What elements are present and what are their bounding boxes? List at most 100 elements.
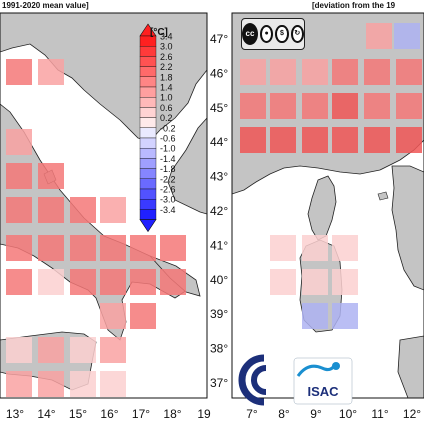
longitude-label: 16° <box>100 407 118 421</box>
colorbar-box <box>139 96 157 108</box>
colorbar-box <box>139 147 157 159</box>
latitude-labels: 47° 46° 45° 44° 43° 42° 41° 40° 39° 38° 37° <box>210 32 228 390</box>
anomaly-cell <box>38 163 64 189</box>
anomaly-cell <box>38 269 64 295</box>
latitude-label: 37° <box>210 376 228 390</box>
latitude-label: 40° <box>210 273 228 287</box>
anomaly-cell <box>100 269 126 295</box>
colorbar-boxes <box>139 23 157 233</box>
colorbar-unit: [°C] <box>150 27 168 38</box>
latitude-label: 47° <box>210 32 228 46</box>
colorbar: 3.43.02.62.21.81.41.00.60.2-0.2-0.6-1.0-… <box>139 23 176 233</box>
colorbar-tick-label: 3.4 <box>160 32 173 42</box>
colorbar-box <box>139 209 157 220</box>
left-anomaly-cells <box>6 59 186 397</box>
anomaly-cell <box>396 59 422 85</box>
colorbar-box <box>139 76 157 88</box>
anomaly-cell <box>6 371 32 397</box>
anomaly-cell <box>6 337 32 363</box>
right-land-tuscan-coast <box>391 165 424 291</box>
anomaly-cell <box>38 337 64 363</box>
anomaly-cell <box>302 59 328 85</box>
nc-icon: $ <box>275 25 289 43</box>
anomaly-cell <box>6 129 32 155</box>
colorbar-tick-label: -1.0 <box>160 144 176 154</box>
isac-wave-icon <box>296 364 336 377</box>
longitude-label: 12° <box>403 407 421 421</box>
colorbar-tick-label: -0.6 <box>160 134 176 144</box>
anomaly-cell <box>38 235 64 261</box>
colorbar-tick-label: -2.6 <box>160 185 176 195</box>
right-panel-title: [deviation from the 19 <box>312 1 396 10</box>
anomaly-cell <box>130 235 156 261</box>
latitude-label: 46° <box>210 66 228 80</box>
by-icon: ● <box>260 25 274 43</box>
colorbar-box <box>139 86 157 98</box>
anomaly-cell <box>364 127 390 153</box>
anomaly-cell <box>70 197 96 223</box>
anomaly-cell <box>332 269 358 295</box>
anomaly-cell <box>364 59 390 85</box>
anomaly-cell <box>100 235 126 261</box>
anomaly-cell <box>160 235 186 261</box>
cnr-isac-logo: ISAC <box>238 354 353 406</box>
anomaly-cell <box>332 93 358 119</box>
colorbar-box <box>139 178 157 190</box>
anomaly-cell <box>240 93 266 119</box>
anomaly-cell <box>302 235 328 261</box>
anomaly-cell <box>302 303 328 329</box>
colorbar-box <box>139 46 157 57</box>
left-map-panel: 13° 14° 15° 16° 17° 18° 19 <box>0 12 211 421</box>
longitude-label: 9° <box>310 407 322 421</box>
colorbar-tick-label: 1.4 <box>160 83 173 93</box>
right-lon-ticks: 7° 8° 9° 10° 11° 12° <box>246 407 421 421</box>
left-frame <box>0 12 208 399</box>
latitude-label: 44° <box>210 135 228 149</box>
anomaly-cell <box>70 337 96 363</box>
colorbar-tick-label: -1.8 <box>160 164 176 174</box>
colorbar-tick-label: 1.8 <box>160 72 173 82</box>
anomaly-cell <box>6 163 32 189</box>
anomaly-cell <box>302 127 328 153</box>
colorbar-tick-label: -0.2 <box>160 123 176 133</box>
anomaly-cell <box>270 235 296 261</box>
longitude-label: 11° <box>371 407 388 421</box>
anomaly-cell <box>160 269 186 295</box>
left-panel-title: 1991-2020 mean value] <box>2 1 89 10</box>
anomaly-cell <box>6 59 32 85</box>
anomaly-cell <box>394 23 420 49</box>
colorbar-tick-label: -2.2 <box>160 174 176 184</box>
anomaly-cell <box>100 337 126 363</box>
anomaly-cell <box>70 235 96 261</box>
anomaly-cell <box>366 23 392 49</box>
right-land-elba <box>377 191 389 201</box>
colorbar-box <box>139 66 157 77</box>
latitude-label: 38° <box>210 342 228 356</box>
colorbar-tick-label: -3.4 <box>160 205 176 215</box>
colorbar-tick-label: -1.4 <box>160 154 176 164</box>
anomaly-cell <box>332 127 358 153</box>
colorbar-box <box>139 117 157 128</box>
anomaly-cell <box>270 59 296 85</box>
colorbar-labels: 3.43.02.62.21.81.41.00.60.2-0.2-0.6-1.0-… <box>160 32 176 215</box>
cnr-arc-inner-icon <box>251 365 267 395</box>
latitude-label: 42° <box>210 204 228 218</box>
cnr-arc-outer-icon <box>238 354 265 406</box>
colorbar-tick-label: 2.2 <box>160 62 173 72</box>
latitude-label: 39° <box>210 307 228 321</box>
longitude-label: 7° <box>246 407 258 421</box>
colorbar-box <box>139 137 157 149</box>
sa-icon: ↻ <box>290 25 304 43</box>
anomaly-cell <box>364 93 390 119</box>
anomaly-cell <box>100 303 126 329</box>
anomaly-cell <box>6 235 32 261</box>
anomaly-cell <box>6 197 32 223</box>
colorbar-box <box>139 158 157 169</box>
colorbar-box <box>139 188 157 200</box>
anomaly-cell <box>130 303 156 329</box>
longitude-label: 18° <box>163 407 181 421</box>
colorbar-tick-label: 1.0 <box>160 93 173 103</box>
left-land-east-coast <box>167 116 208 215</box>
colorbar-box <box>139 107 157 118</box>
cc-icon: cc <box>242 23 258 45</box>
